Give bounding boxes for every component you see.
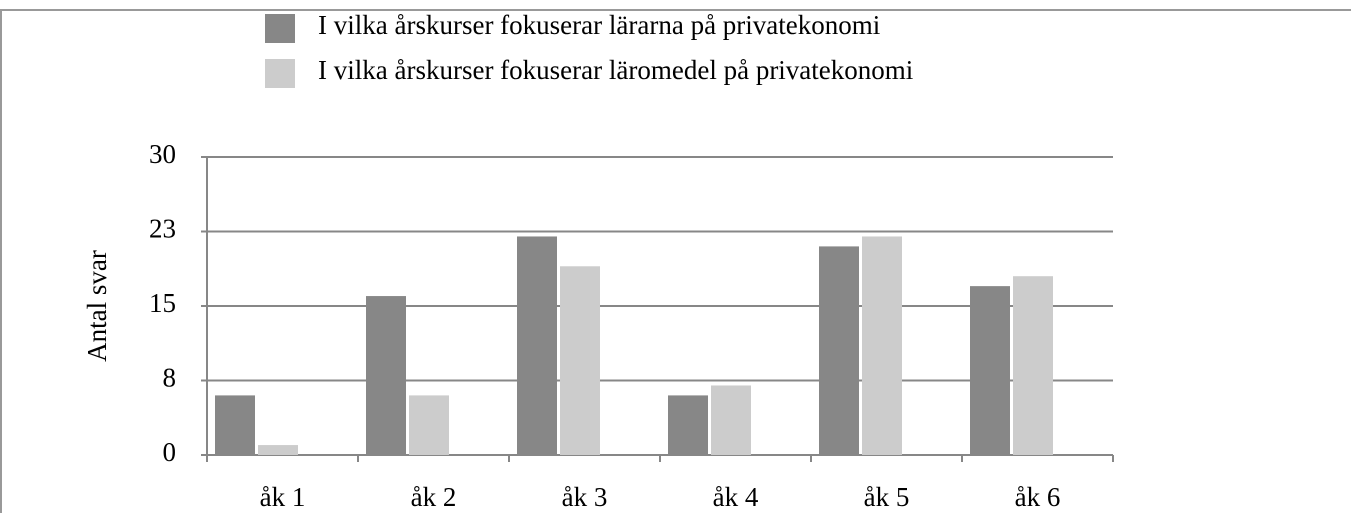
bar (668, 395, 708, 455)
y-axis-label: Antal svar (82, 250, 112, 362)
legend-swatch (265, 59, 295, 88)
y-tick-label: 0 (163, 437, 177, 467)
x-tick-label: åk 3 (562, 482, 608, 512)
bar (560, 266, 600, 455)
y-tick-label: 15 (149, 288, 176, 318)
x-tick-label: åk 1 (260, 482, 306, 512)
bar (711, 385, 751, 455)
bar (1013, 276, 1053, 455)
bar (366, 296, 406, 455)
bar (215, 395, 255, 455)
y-tick-label: 8 (163, 363, 177, 393)
legend-label: I vilka årskurser fokuserar lärarna på p… (318, 10, 880, 40)
x-tick-label: åk 5 (864, 482, 910, 512)
x-tick-label: åk 2 (411, 482, 457, 512)
x-tick-label: åk 4 (713, 482, 759, 512)
y-tick-label: 23 (149, 214, 176, 244)
bar (970, 286, 1010, 455)
bar (819, 246, 859, 455)
legend-swatch (265, 14, 295, 43)
bar (517, 236, 557, 455)
bar (862, 236, 902, 455)
bar (409, 395, 449, 455)
frame (0, 9, 1351, 513)
bar (258, 445, 298, 455)
x-tick-label: åk 6 (1015, 482, 1061, 512)
legend-label: I vilka årskurser fokuserar läromedel på… (318, 55, 913, 85)
y-tick-label: 30 (149, 139, 176, 169)
